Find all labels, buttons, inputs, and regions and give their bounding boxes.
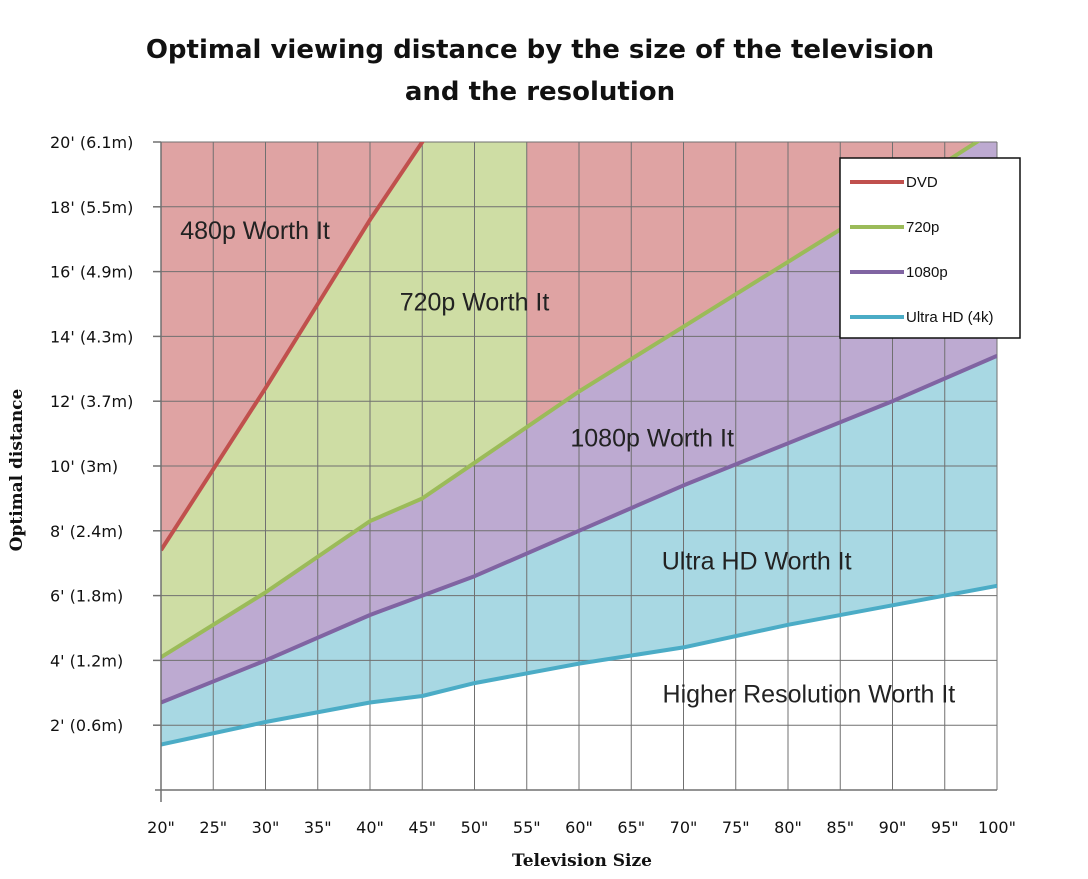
y-tick-label: 12' (3.7m): [50, 392, 133, 411]
chart-title: Optimal viewing distance by the size of …: [146, 35, 934, 107]
x-tick-label: 70": [670, 818, 698, 837]
series-line-ultra-hd-4k: [161, 583, 997, 747]
region-label: Ultra HD Worth It: [662, 548, 852, 576]
y-axis-label: Optimal distance: [7, 388, 27, 551]
x-tick-label: 60": [565, 818, 593, 837]
x-tick-label: 55": [513, 818, 541, 837]
x-tick-label: 100": [978, 818, 1016, 837]
x-tick-label: 35": [304, 818, 332, 837]
legend-label-dvd: DVD: [906, 174, 938, 191]
x-tick-label: 90": [879, 818, 907, 837]
series-line-1080p: [161, 353, 997, 705]
series-line-dvd: [161, 142, 425, 552]
series-line-720p: [161, 142, 981, 659]
x-tick-label: 25": [199, 818, 227, 837]
x-tick-label: 50": [461, 818, 489, 837]
region-label: Higher Resolution Worth It: [663, 681, 956, 709]
legend-box: [839, 157, 1021, 339]
region-label: 720p Worth It: [400, 288, 550, 316]
x-tick-label: 40": [356, 818, 384, 837]
chart-title-line-2: and the resolution: [405, 77, 675, 107]
x-tick-label: 45": [408, 818, 436, 837]
x-tick-label: 20": [147, 818, 175, 837]
x-tick-label: 85": [826, 818, 854, 837]
y-tick-label: 16' (4.9m): [50, 263, 133, 282]
y-tick-label: 20' (6.1m): [50, 133, 133, 152]
y-tick-label: 6' (1.8m): [50, 587, 123, 606]
x-tick-labels: 20" 25" 30" 35" 40" 45" 50" 55" 60" 65" 70" 75" 80" 8…: [147, 818, 1016, 837]
legend-label-1080p: 1080p: [906, 264, 948, 281]
x-axis-label: Television Size: [512, 851, 652, 871]
x-tick-label: 80": [774, 818, 802, 837]
chart-title-line-1: Optimal viewing distance by the size of …: [146, 35, 934, 65]
region-labels: 480p Worth It 720p Worth It 1080p Worth It…: [180, 217, 955, 708]
series-lines: [161, 142, 997, 747]
axes: [153, 141, 997, 802]
y-tick-label: 4' (1.2m): [50, 651, 123, 670]
region-label: 480p Worth It: [180, 217, 330, 245]
legend: DVD 720p 1080p Ultra HD (4k): [839, 157, 1021, 339]
y-tick-labels: 2' (0.6m) 4' (1.2m) 6' (1.8m) 8' (2.4m) 10' …: [50, 133, 133, 735]
legend-label-ultra-hd-4k: Ultra HD (4k): [906, 309, 994, 326]
y-tick-label: 8' (2.4m): [50, 522, 123, 541]
x-tick-label: 65": [617, 818, 645, 837]
legend-label-720p: 720p: [906, 219, 939, 236]
y-tick-label: 18' (5.5m): [50, 198, 133, 217]
region-label: 1080p Worth It: [570, 425, 734, 453]
x-tick-label: 75": [722, 818, 750, 837]
y-tick-label: 10' (3m): [50, 457, 118, 476]
x-tick-label: 95": [931, 818, 959, 837]
y-tick-label: 14' (4.3m): [50, 327, 133, 346]
x-tick-label: 30": [252, 818, 280, 837]
y-tick-label: 2' (0.6m): [50, 716, 123, 735]
